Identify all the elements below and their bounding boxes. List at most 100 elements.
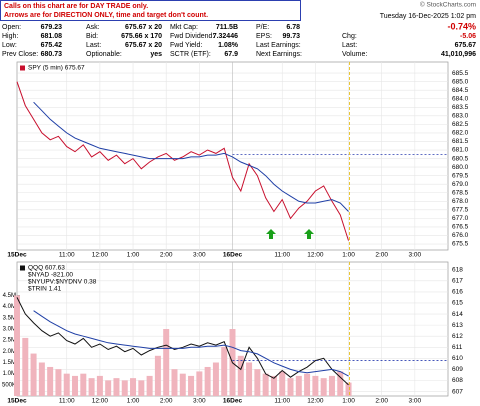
volume-bar	[80, 373, 87, 396]
volume-bar	[121, 380, 128, 396]
up-arrow	[266, 229, 276, 239]
quote-value: 679.23	[41, 24, 63, 31]
legend-swatch	[20, 265, 25, 271]
quote-value: 675.67 x 20	[125, 42, 162, 49]
y-tick-label: 676.0	[452, 232, 469, 239]
y-tick-label: 613	[452, 322, 463, 329]
volume-bar	[204, 366, 211, 396]
y-tick-label: 3.0M	[3, 327, 16, 333]
volume-bar	[328, 375, 335, 396]
x-tick-label: 1:00	[342, 252, 355, 259]
quote-label: Last Earnings:	[256, 42, 301, 49]
series-line	[33, 310, 349, 377]
volume-bar	[188, 375, 195, 396]
quote-value: 681.08	[41, 33, 63, 40]
quote-value: -5.06	[460, 33, 476, 40]
x-tick-label: 12:00	[92, 398, 109, 405]
copyright: © StockCharts.com	[420, 1, 476, 9]
volume-bar	[237, 355, 244, 396]
x-tick-label: 12:00	[307, 398, 324, 405]
quote-value: 67.9	[224, 51, 238, 58]
x-tick-label: 3:00	[193, 252, 206, 259]
quote-value: yes	[150, 51, 162, 58]
y-tick-label: 682.5	[452, 121, 469, 128]
y-tick-label: 678.0	[452, 198, 469, 205]
x-tick-label: 11:00	[59, 398, 75, 405]
volume-bar	[295, 375, 302, 396]
quote-label: Mkt Cap:	[170, 24, 198, 31]
x-tick-label: 3:00	[193, 398, 206, 405]
x-tick-label: 2:00	[160, 398, 173, 405]
series-line	[16, 81, 349, 241]
y-tick-label: 680.0	[452, 164, 469, 171]
quote-value: 675.67	[455, 42, 477, 49]
quote-label: Last:	[342, 42, 357, 49]
direction-arrows	[266, 229, 314, 239]
volume-bar	[254, 369, 261, 396]
volume-bar	[72, 375, 79, 396]
y-tick-label: 607	[452, 388, 463, 395]
volume-bar	[154, 355, 161, 396]
x-tick-label: 1:00	[342, 398, 355, 405]
volume-bar	[221, 346, 228, 396]
volume-bar	[179, 373, 186, 396]
volume-bar	[47, 366, 54, 396]
x-tick-label: 3:00	[409, 398, 422, 405]
volume-bar	[113, 378, 120, 396]
volume-bar	[38, 362, 45, 396]
y-tick-label: 684.5	[452, 87, 469, 94]
y-tick-label: 683.0	[452, 113, 469, 120]
quote-value: 675.42	[41, 42, 63, 49]
y-tick-label: 685.5	[452, 70, 469, 77]
volume-bar	[196, 371, 203, 396]
volume-bar	[304, 373, 311, 396]
x-tick-label: 11:00	[274, 252, 290, 259]
volume-bar	[312, 375, 319, 396]
y-tick-label: 679.5	[452, 172, 469, 179]
y-tick-label: 610	[452, 355, 463, 362]
quote-value: 680.73	[41, 51, 63, 58]
series-line	[33, 101, 349, 212]
indicator-label: $NYUPV:$NYDNV 0.38	[28, 279, 97, 286]
volume-bar	[345, 382, 352, 396]
y-tick-label: 678.5	[452, 189, 469, 196]
y-tick-label: 500K	[2, 382, 16, 388]
volume-bar	[270, 375, 277, 396]
quote-label: Optionable:	[86, 51, 122, 58]
quote-label: Bid:	[86, 33, 98, 40]
quote-label: Last:	[86, 42, 101, 49]
volume-bar	[105, 380, 112, 396]
volume-bar	[163, 329, 170, 396]
y-tick-label: 676.5	[452, 224, 469, 231]
quote-label: Volume:	[342, 51, 367, 58]
quote-label: Low:	[2, 42, 17, 49]
quote-value: 7.32446	[213, 33, 238, 40]
volume-bar	[130, 378, 137, 396]
quote-value: 711.5B	[216, 24, 238, 31]
quote-value: 41,010,996	[441, 51, 476, 58]
x-tick-label: 11:00	[59, 252, 75, 259]
note-line: Calls on this chart are for DAY TRADE on…	[4, 3, 148, 10]
volume-bar	[337, 371, 344, 396]
note-box	[0, 0, 301, 21]
x-tick-label: 12:00	[92, 252, 109, 259]
quote-label: EPS:	[256, 33, 272, 40]
volume-bar	[279, 371, 286, 396]
y-tick-label: 1.0M	[3, 371, 16, 377]
quote-label: Fwd Yield:	[170, 42, 202, 49]
note-line: Arrows are for DIRECTION ONLY, time and …	[4, 12, 208, 19]
x-tick-label: 3:00	[409, 252, 422, 259]
y-tick-label: 677.5	[452, 207, 469, 214]
y-tick-label: 3.5M	[3, 315, 16, 321]
volume-bar	[63, 373, 70, 396]
indicator-label: $TRIN 1.41	[28, 286, 62, 293]
y-tick-label: 2.0M	[3, 349, 16, 355]
y-tick-label: 1.5M	[3, 360, 16, 366]
y-tick-label: 614	[452, 311, 463, 318]
y-tick-label: 682.0	[452, 130, 469, 137]
up-arrow	[304, 229, 314, 239]
quote-label: Fwd Dividend:	[170, 33, 214, 40]
series-line	[16, 297, 349, 386]
indicator-label: $NYAD -821.00	[28, 272, 73, 279]
